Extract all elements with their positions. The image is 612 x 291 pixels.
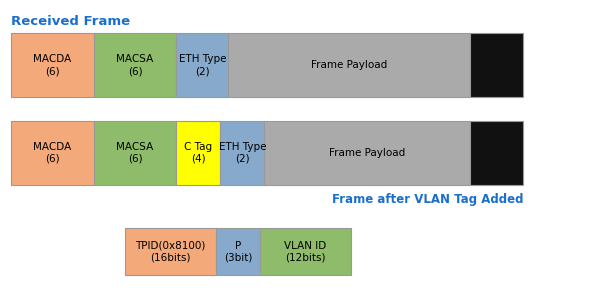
Bar <box>94 33 176 97</box>
Bar <box>216 228 260 275</box>
Bar <box>264 121 470 185</box>
Text: P
(3bit): P (3bit) <box>224 241 252 263</box>
Bar <box>11 121 94 185</box>
Text: ETH Type
(2): ETH Type (2) <box>179 54 226 77</box>
Text: TPID(0x8100)
(16bits): TPID(0x8100) (16bits) <box>136 241 206 263</box>
Text: VLAN ID
(12bits): VLAN ID (12bits) <box>284 241 327 263</box>
Text: Frame Payload: Frame Payload <box>329 148 405 158</box>
Bar <box>94 121 176 185</box>
Text: Frame Payload: Frame Payload <box>311 61 387 70</box>
Text: Received Frame: Received Frame <box>11 15 130 28</box>
Text: MACDA
(6): MACDA (6) <box>33 142 72 164</box>
Text: MACSA
(6): MACSA (6) <box>116 142 154 164</box>
Bar <box>176 121 220 185</box>
Bar <box>125 228 216 275</box>
Bar <box>470 121 523 185</box>
Bar <box>228 33 470 97</box>
Text: MACDA
(6): MACDA (6) <box>33 54 72 77</box>
Text: C Tag
(4): C Tag (4) <box>184 142 212 164</box>
Text: MACSA
(6): MACSA (6) <box>116 54 154 77</box>
Text: ETH Type
(2): ETH Type (2) <box>218 142 266 164</box>
Bar <box>260 228 351 275</box>
Bar <box>470 33 523 97</box>
Bar <box>11 33 94 97</box>
Bar <box>176 33 228 97</box>
Text: Frame after VLAN Tag Added: Frame after VLAN Tag Added <box>332 193 523 206</box>
Bar <box>220 121 264 185</box>
